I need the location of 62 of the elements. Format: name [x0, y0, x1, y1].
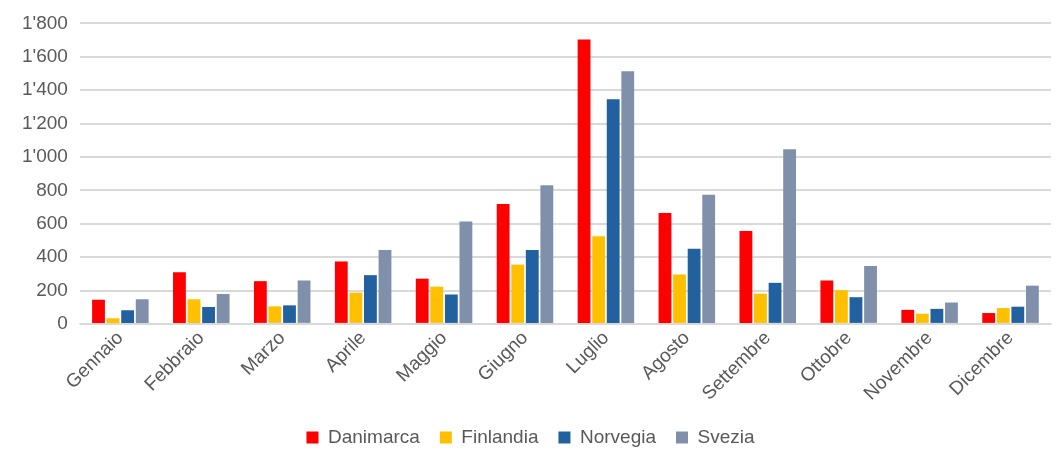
- bar: [930, 308, 944, 323]
- legend-label: Svezia: [697, 425, 755, 447]
- bar: [1011, 306, 1025, 323]
- bar: [525, 249, 539, 323]
- bar: [849, 297, 863, 323]
- bar: [106, 318, 120, 323]
- bar: [349, 292, 363, 323]
- y-tick-label: 1'800: [21, 11, 68, 33]
- y-tick-label: 1'200: [21, 111, 68, 133]
- bar: [268, 306, 282, 323]
- bar: [945, 302, 958, 323]
- y-tick-label: 800: [36, 178, 68, 200]
- legend-label: Norvegia: [579, 425, 657, 447]
- bar: [334, 261, 348, 323]
- bar: [702, 194, 716, 323]
- bar: [283, 305, 296, 323]
- y-tick-label: 1'600: [21, 45, 68, 67]
- bar: [606, 99, 620, 323]
- bar: [173, 272, 186, 323]
- bar: [864, 265, 877, 323]
- bar: [820, 280, 834, 323]
- bar: [658, 213, 672, 323]
- bar: [297, 280, 311, 323]
- bar: [202, 307, 215, 323]
- bar: [1025, 285, 1039, 323]
- bar: [511, 264, 525, 323]
- bar: [577, 39, 591, 323]
- bar: [901, 309, 915, 323]
- bar: [415, 278, 429, 323]
- bar: [915, 313, 929, 323]
- bar: [430, 286, 444, 323]
- bar: [253, 281, 267, 323]
- bar: [378, 249, 392, 323]
- bar: [496, 204, 510, 323]
- bar: [621, 71, 635, 323]
- bar: [739, 230, 753, 323]
- bar: [783, 149, 797, 323]
- bar: [216, 294, 230, 323]
- y-tick-label: 1'400: [21, 78, 68, 100]
- legend-label: Finlandia: [461, 425, 539, 447]
- bar: [754, 293, 767, 323]
- y-tick-label: 200: [36, 278, 68, 300]
- bar: [687, 248, 701, 323]
- y-tick-label: 1'000: [21, 145, 68, 167]
- bar: [135, 299, 149, 323]
- bar: [673, 274, 686, 323]
- bar: [92, 299, 105, 323]
- bar: [364, 275, 377, 323]
- bar: [768, 282, 782, 323]
- y-tick-label: 600: [36, 211, 68, 233]
- bar: [592, 236, 606, 323]
- bar: [459, 221, 473, 323]
- bar: [444, 294, 458, 323]
- bar: [187, 299, 201, 323]
- bar: [540, 185, 554, 323]
- bar: [121, 310, 135, 323]
- y-tick-label: 400: [36, 245, 68, 267]
- bar: [834, 290, 848, 323]
- y-tick-label: 0: [57, 312, 68, 334]
- bar: [996, 308, 1010, 323]
- bar: [982, 313, 996, 323]
- legend-label: Danimarca: [327, 425, 421, 447]
